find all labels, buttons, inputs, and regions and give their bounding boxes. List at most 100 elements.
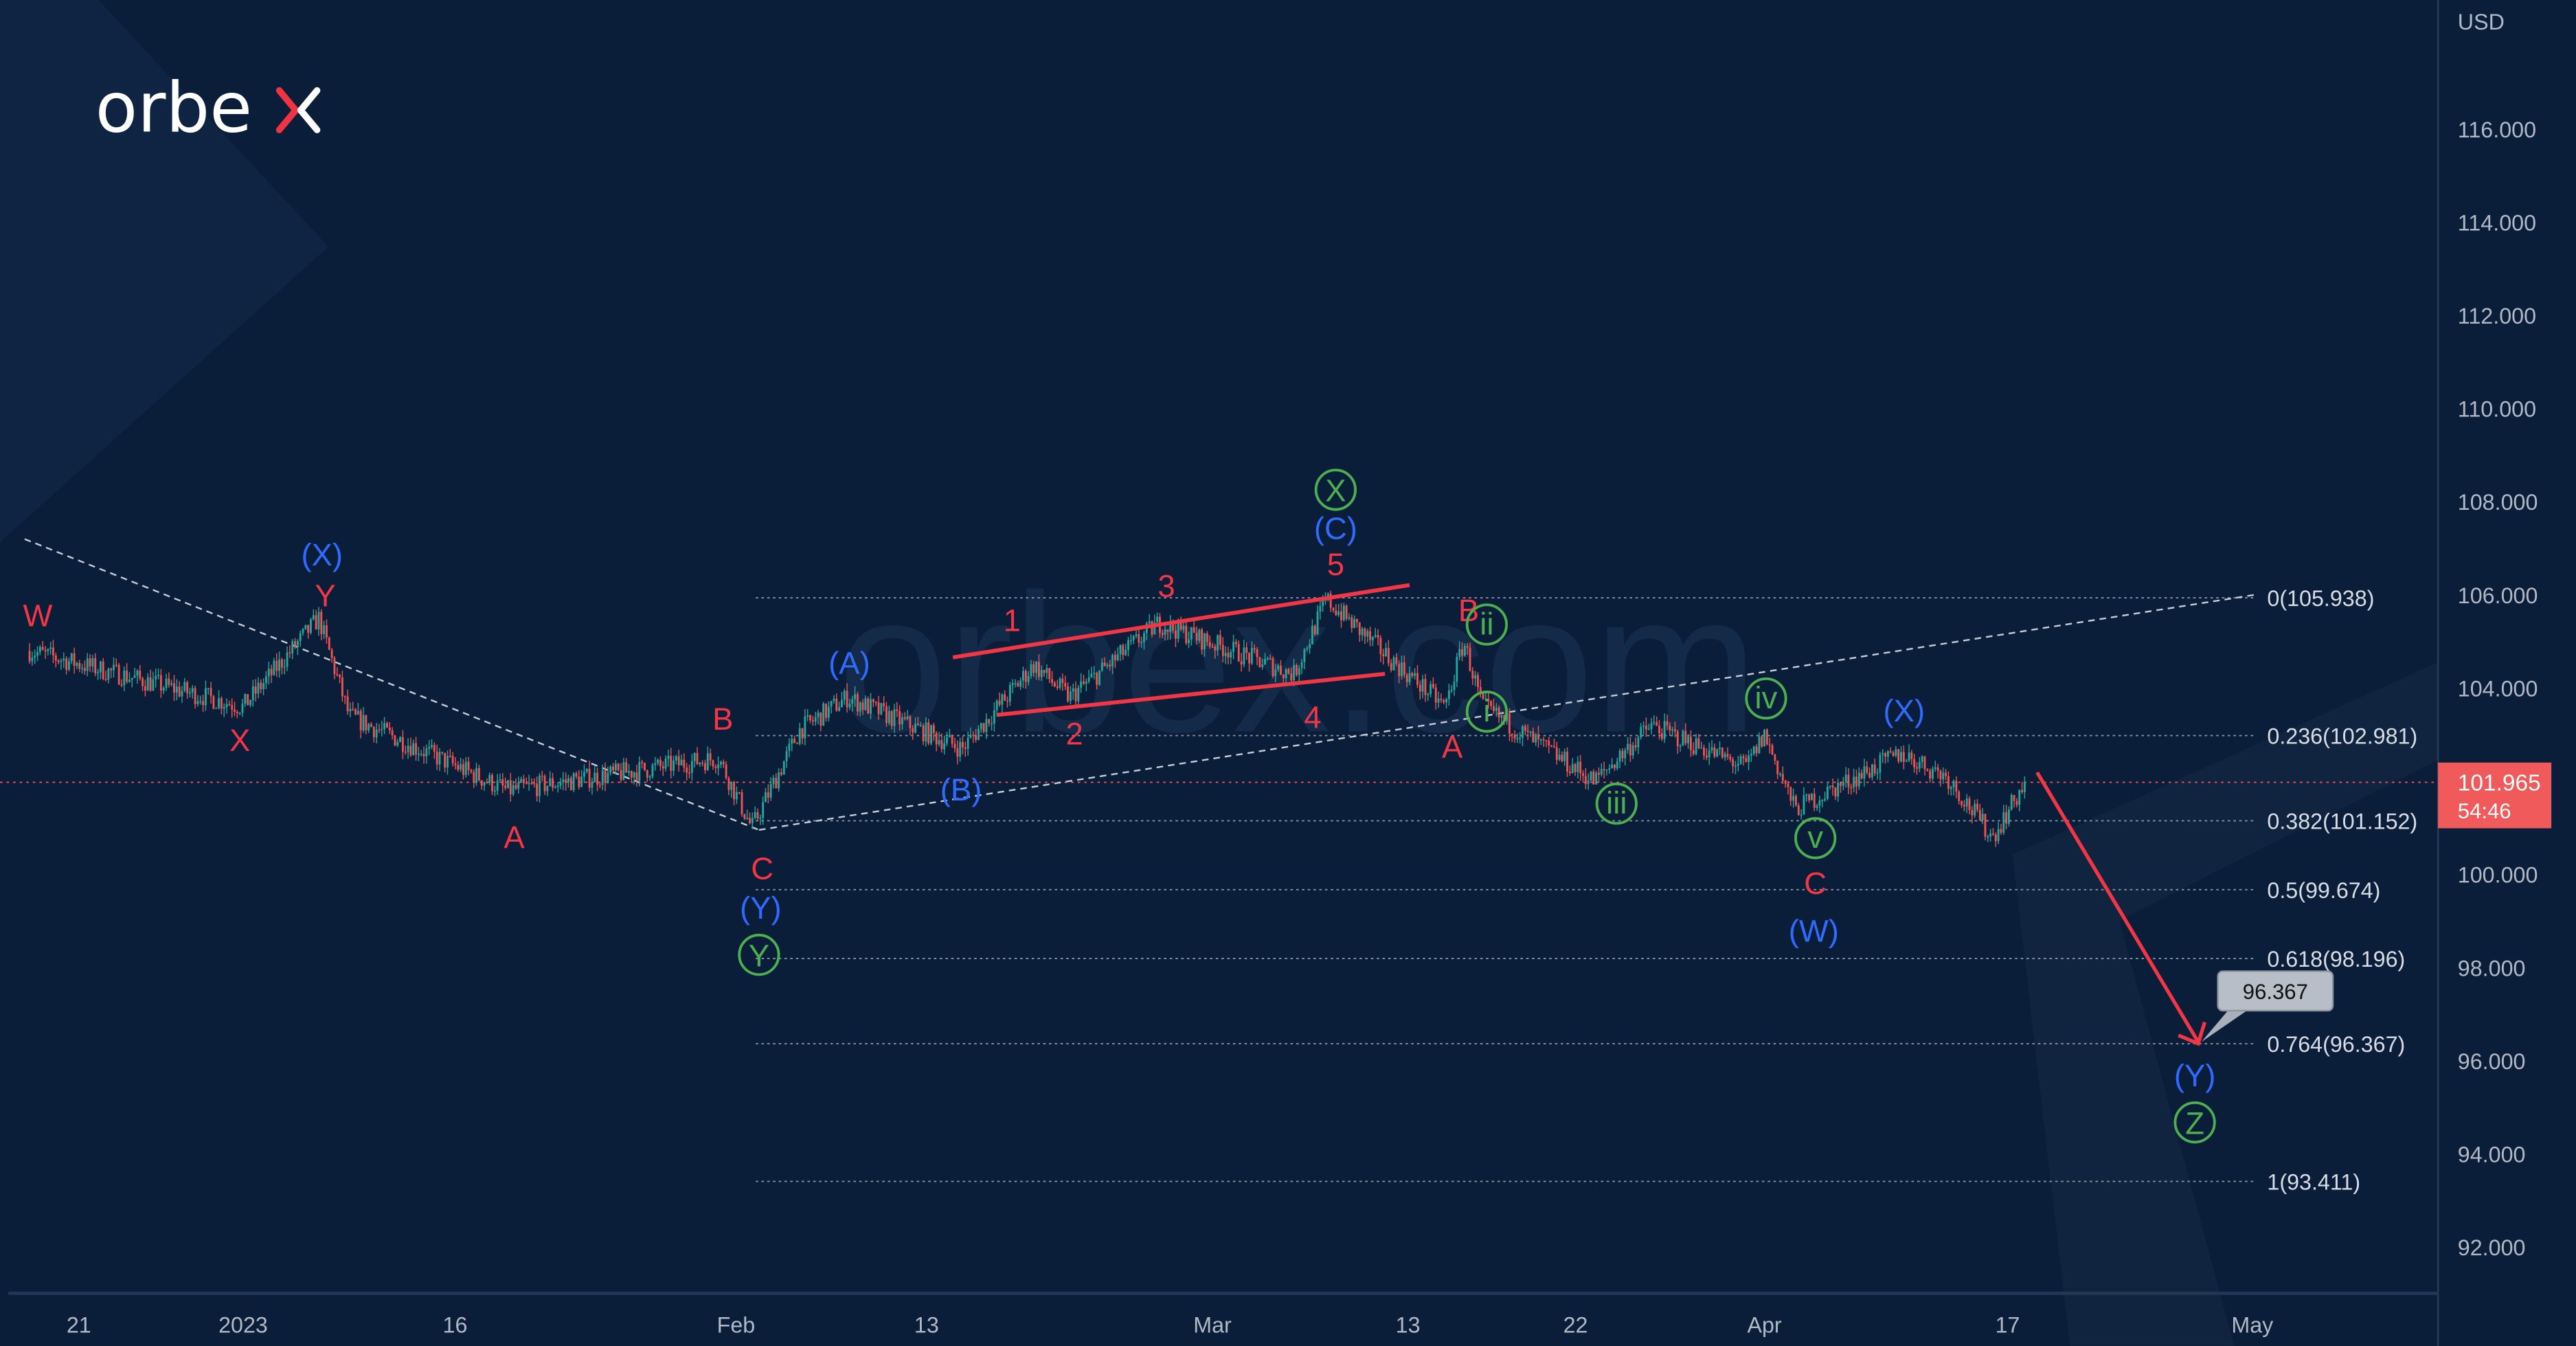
candle <box>1913 759 1916 767</box>
candle <box>1642 726 1645 728</box>
candle <box>1811 794 1813 800</box>
candle <box>286 652 289 667</box>
currency-label: USD <box>2458 10 2505 34</box>
price-axis[interactable]: USD 116.000 114.000 112.000 110.000 108.000 1… <box>2437 0 2576 1346</box>
candle <box>1395 657 1398 664</box>
candle <box>830 701 833 707</box>
time-axis[interactable]: 21 2023 16 Feb 13 Mar 13 22 Apr 17 May <box>8 1291 2439 1338</box>
wave-label: Z <box>2185 1106 2204 1141</box>
candle <box>667 756 670 759</box>
candle <box>1411 673 1414 676</box>
candle <box>1524 726 1526 731</box>
candle <box>909 716 912 728</box>
candle <box>778 772 780 789</box>
candle <box>688 772 690 774</box>
candle <box>1863 766 1866 779</box>
candle <box>1379 638 1382 654</box>
candle <box>1080 681 1083 688</box>
candle <box>1522 726 1524 738</box>
candle <box>1847 774 1850 787</box>
candle <box>254 686 257 694</box>
candle <box>604 770 607 783</box>
candle <box>1332 607 1335 611</box>
candle <box>712 760 714 767</box>
candle <box>927 722 930 743</box>
candle <box>173 683 175 693</box>
candle <box>1401 662 1403 677</box>
candle <box>762 802 765 818</box>
candle <box>690 761 693 773</box>
candle <box>323 625 326 634</box>
projection-arrow[interactable] <box>2035 771 2207 1046</box>
candle <box>234 709 236 712</box>
candle <box>1019 680 1022 687</box>
candle <box>1889 751 1892 753</box>
candle <box>782 761 785 775</box>
candle <box>1537 734 1539 740</box>
candle <box>985 719 988 732</box>
candle <box>1526 730 1529 732</box>
candle <box>2013 795 2015 801</box>
candle <box>144 686 146 691</box>
candle <box>120 684 123 686</box>
candle <box>565 779 567 783</box>
candle <box>1072 688 1074 692</box>
candle <box>278 659 281 671</box>
candle <box>1437 698 1440 703</box>
candle <box>1553 745 1555 748</box>
candle <box>846 691 848 708</box>
candle <box>1098 670 1100 685</box>
candle <box>401 737 404 752</box>
candle <box>622 762 625 780</box>
candle <box>1508 713 1511 734</box>
wave-label: i <box>1483 693 1490 728</box>
candle <box>594 772 596 783</box>
candle <box>743 814 746 819</box>
candle <box>501 779 504 786</box>
price-tick: 110.000 <box>2458 397 2536 422</box>
candle <box>575 773 578 777</box>
candle <box>1923 756 1926 770</box>
candle <box>738 792 741 794</box>
candle <box>552 778 554 788</box>
fibonacci-levels[interactable]: 0(105.938) 0.236(102.981) 0.382(101.152) 0.… <box>756 586 2417 1194</box>
candle <box>1440 698 1443 700</box>
candle <box>1132 636 1135 640</box>
target-callout[interactable]: 96.367 <box>2201 970 2334 1042</box>
candle <box>1001 694 1004 705</box>
candle <box>693 752 696 761</box>
channel-upper-line[interactable] <box>952 583 1410 660</box>
candle <box>1724 754 1726 758</box>
candle <box>948 734 951 738</box>
channel-lower-line[interactable] <box>997 671 1386 717</box>
candle <box>170 683 173 685</box>
candle <box>1660 733 1663 739</box>
candle <box>1837 783 1840 797</box>
candle <box>486 782 488 783</box>
candle <box>1797 805 1800 816</box>
candle <box>1234 642 1237 644</box>
candle <box>1803 795 1805 815</box>
candle <box>1193 627 1195 633</box>
candle <box>1374 635 1377 637</box>
wave-label: iii <box>1606 785 1627 820</box>
candle <box>1697 738 1700 748</box>
candle <box>848 704 851 708</box>
candle <box>769 784 772 798</box>
candle <box>1392 657 1395 671</box>
candle <box>462 764 464 775</box>
candle <box>1064 683 1067 687</box>
price-tick: 98.000 <box>2458 956 2526 980</box>
candle <box>772 778 775 785</box>
candle <box>251 686 254 700</box>
candle <box>199 701 202 702</box>
candle <box>538 775 541 796</box>
candle <box>1011 683 1014 686</box>
candle <box>1787 783 1789 787</box>
candle <box>1125 649 1127 655</box>
candle <box>964 747 967 749</box>
candle <box>956 748 959 757</box>
candle <box>1897 749 1900 762</box>
candle <box>890 710 893 726</box>
